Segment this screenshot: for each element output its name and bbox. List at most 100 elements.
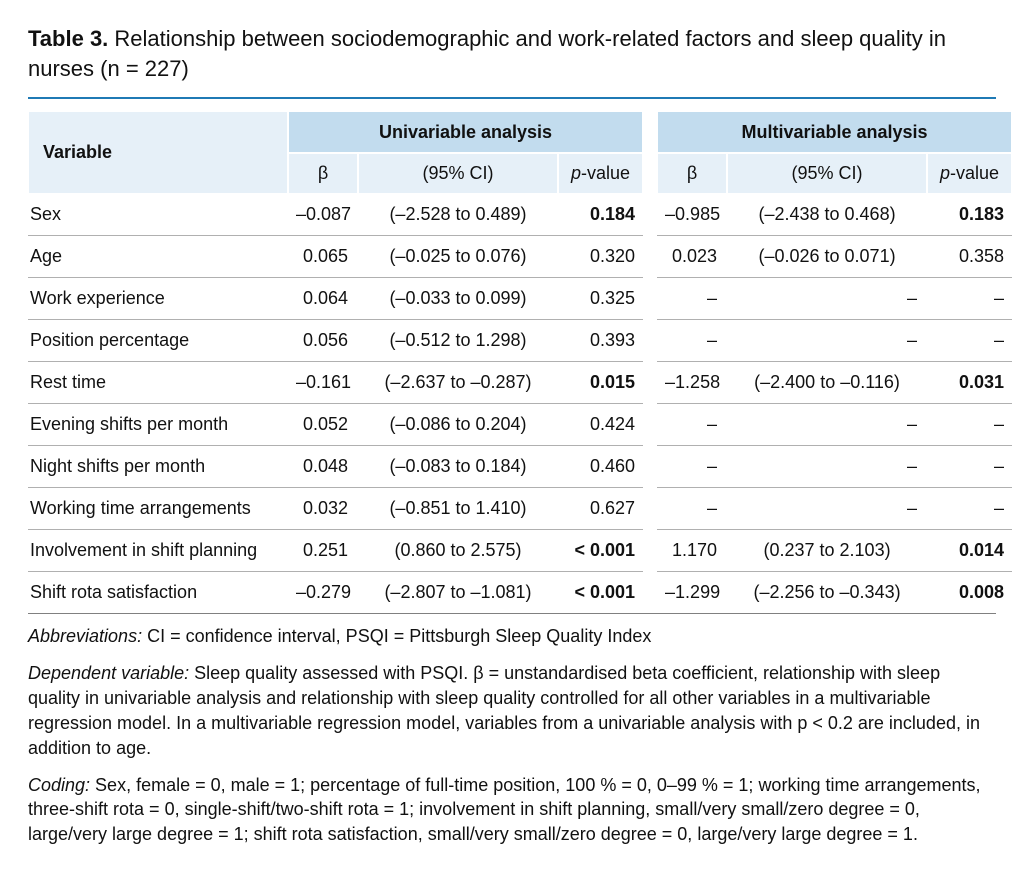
cell-gap: [643, 445, 657, 487]
cell-gap: [643, 529, 657, 571]
cell-gap: [643, 235, 657, 277]
cell-ci: (–0.512 to 1.298): [358, 319, 558, 361]
cell-pval: 0.320: [558, 235, 643, 277]
cell-ci: (–2.528 to 0.489): [358, 194, 558, 235]
cell-beta: –: [657, 445, 727, 487]
cell-pval: 0.424: [558, 403, 643, 445]
cell-pval: 0.393: [558, 319, 643, 361]
cell-pval: 0.008: [927, 571, 1012, 613]
cell-beta: –: [657, 277, 727, 319]
cell-var: Age: [28, 235, 288, 277]
header-gap: [643, 153, 657, 194]
bottom-rule: [28, 613, 996, 614]
table-row: Position percentage0.056(–0.512 to 1.298…: [28, 319, 1012, 361]
cell-var: Rest time: [28, 361, 288, 403]
table-row: Shift rota satisfaction–0.279(–2.807 to …: [28, 571, 1012, 613]
table-title: Table 3. Relationship between sociodemog…: [28, 24, 996, 83]
table-row: Rest time–0.161(–2.637 to –0.287)0.015–1…: [28, 361, 1012, 403]
cell-beta: –1.299: [657, 571, 727, 613]
cell-gap: [643, 361, 657, 403]
cell-pval: 0.627: [558, 487, 643, 529]
cell-pval: –: [927, 403, 1012, 445]
cell-pval: 0.031: [927, 361, 1012, 403]
cell-ci: (–0.026 to 0.071): [727, 235, 927, 277]
cell-ci: (–0.025 to 0.076): [358, 235, 558, 277]
cell-var: Involvement in shift planning: [28, 529, 288, 571]
cell-pval: 0.358: [927, 235, 1012, 277]
cell-var: Shift rota satisfaction: [28, 571, 288, 613]
col-header-univariable: Univariable analysis: [288, 111, 643, 153]
table-row: Involvement in shift planning0.251(0.860…: [28, 529, 1012, 571]
table-row: Age0.065(–0.025 to 0.076)0.320 0.023(–0.0…: [28, 235, 1012, 277]
cell-gap: [643, 319, 657, 361]
cell-pval: –: [927, 445, 1012, 487]
cell-ci: –: [727, 403, 927, 445]
cell-ci: (–2.807 to –1.081): [358, 571, 558, 613]
cell-beta: 1.170: [657, 529, 727, 571]
table-row: Evening shifts per month0.052(–0.086 to …: [28, 403, 1012, 445]
cell-ci: –: [727, 277, 927, 319]
cell-pval: –: [927, 319, 1012, 361]
cell-beta: –0.161: [288, 361, 358, 403]
cell-ci: (–0.083 to 0.184): [358, 445, 558, 487]
cell-pval: 0.460: [558, 445, 643, 487]
col-header-variable: Variable: [28, 111, 288, 194]
cell-var: Evening shifts per month: [28, 403, 288, 445]
cell-beta: 0.052: [288, 403, 358, 445]
table-row: Work experience0.064(–0.033 to 0.099)0.3…: [28, 277, 1012, 319]
cell-beta: –1.258: [657, 361, 727, 403]
cell-pval: –: [927, 277, 1012, 319]
cell-ci: (0.860 to 2.575): [358, 529, 558, 571]
cell-pval: 0.183: [927, 194, 1012, 235]
col-header-beta-uni: β: [288, 153, 358, 194]
col-header-beta-multi: β: [657, 153, 727, 194]
cell-pval: 0.184: [558, 194, 643, 235]
cell-pval: 0.014: [927, 529, 1012, 571]
cell-ci: (–0.851 to 1.410): [358, 487, 558, 529]
cell-ci: (–2.256 to –0.343): [727, 571, 927, 613]
cell-beta: 0.056: [288, 319, 358, 361]
table-notes: Abbreviations: CI = confidence interval,…: [28, 624, 996, 847]
cell-gap: [643, 571, 657, 613]
cell-beta: –: [657, 487, 727, 529]
cell-var: Sex: [28, 194, 288, 235]
cell-beta: –0.985: [657, 194, 727, 235]
cell-beta: 0.065: [288, 235, 358, 277]
table-row: Night shifts per month0.048(–0.083 to 0.…: [28, 445, 1012, 487]
table-number: Table 3.: [28, 26, 108, 51]
cell-gap: [643, 194, 657, 235]
cell-beta: 0.251: [288, 529, 358, 571]
top-rule: [28, 97, 996, 99]
cell-beta: –0.087: [288, 194, 358, 235]
cell-pval: 0.325: [558, 277, 643, 319]
cell-beta: 0.064: [288, 277, 358, 319]
cell-ci: –: [727, 319, 927, 361]
note-dependent-variable: Dependent variable: Sleep quality assess…: [28, 661, 996, 760]
header-gap: [643, 111, 657, 153]
col-header-p-uni: p-value: [558, 153, 643, 194]
cell-beta: 0.048: [288, 445, 358, 487]
note-abbreviations: Abbreviations: CI = confidence interval,…: [28, 624, 996, 649]
cell-var: Night shifts per month: [28, 445, 288, 487]
cell-ci: (–2.400 to –0.116): [727, 361, 927, 403]
cell-var: Work experience: [28, 277, 288, 319]
cell-beta: –0.279: [288, 571, 358, 613]
cell-var: Working time arrangements: [28, 487, 288, 529]
cell-ci: –: [727, 445, 927, 487]
cell-beta: –: [657, 319, 727, 361]
table-row: Sex–0.087(–2.528 to 0.489)0.184 –0.985(–2…: [28, 194, 1012, 235]
table-row: Working time arrangements0.032(–0.851 to…: [28, 487, 1012, 529]
cell-pval: 0.015: [558, 361, 643, 403]
cell-pval: < 0.001: [558, 529, 643, 571]
cell-pval: < 0.001: [558, 571, 643, 613]
cell-var: Position percentage: [28, 319, 288, 361]
cell-beta: 0.032: [288, 487, 358, 529]
col-header-multivariable: Multivariable analysis: [657, 111, 1012, 153]
cell-pval: –: [927, 487, 1012, 529]
cell-ci: (–2.438 to 0.468): [727, 194, 927, 235]
results-table: Variable Univariable analysis Multivaria…: [28, 111, 1012, 613]
cell-gap: [643, 277, 657, 319]
col-header-ci-multi: (95% CI): [727, 153, 927, 194]
cell-ci: (0.237 to 2.103): [727, 529, 927, 571]
cell-beta: 0.023: [657, 235, 727, 277]
